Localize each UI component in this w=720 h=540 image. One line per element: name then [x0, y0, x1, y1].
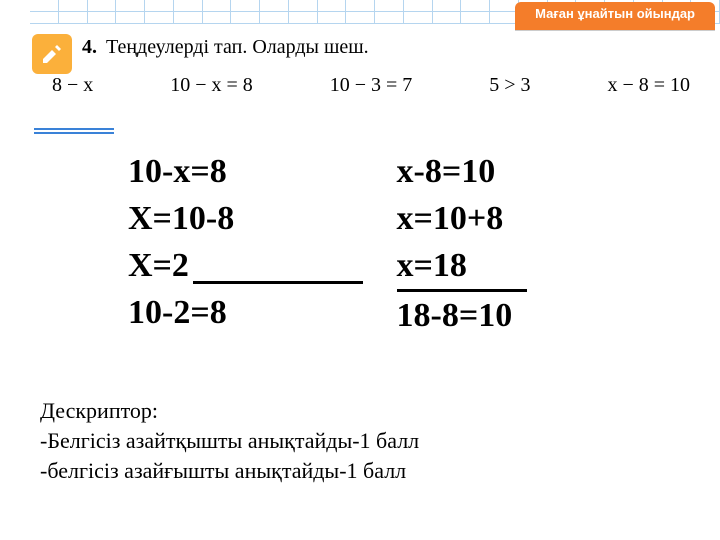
solution-col-2: х-8=10 х=10+8 х=18 18-8=10	[397, 148, 617, 339]
eq-line: 18-8=10	[397, 292, 617, 339]
descriptor-block: Дескриптор: -Белгісіз азайтқышты анықтай…	[40, 396, 419, 486]
eq-text: х=18	[397, 242, 527, 292]
task-expressions: 8 − x 10 − x = 8 10 − 3 = 7 5 > 3 x − 8 …	[52, 74, 690, 97]
expr-5: x − 8 = 10	[607, 74, 690, 97]
task-title: Теңдеулерді тап. Оларды шеш.	[106, 36, 369, 58]
blue-rule	[34, 128, 114, 130]
eq-line: 10-2=8	[128, 289, 388, 336]
pencil-icon	[40, 42, 64, 66]
eq-line: х=10+8	[397, 195, 617, 242]
expr-4: 5 > 3	[489, 74, 530, 97]
blue-rule	[34, 132, 114, 134]
eq-line: 10-х=8	[128, 148, 388, 195]
expr-2: 10 − x = 8	[170, 74, 253, 97]
task-icon	[32, 34, 72, 74]
descriptor-title: Дескриптор:	[40, 396, 419, 426]
underline-rule	[193, 246, 363, 284]
solution-col-1: 10-х=8 Х=10-8 Х=2 10-2=8	[128, 148, 388, 336]
eq-line-underlined: х=18	[397, 242, 617, 292]
descriptor-line: -Белгісіз азайтқышты анықтайды-1 балл	[40, 426, 419, 456]
eq-line-underlined: Х=2	[128, 242, 388, 289]
eq-line: Х=10-8	[128, 195, 388, 242]
worked-solution: 10-х=8 Х=10-8 Х=2 10-2=8 х-8=10 х=10+8 х…	[128, 148, 617, 339]
task-number: 4.	[82, 36, 97, 58]
page: Маған ұнайтын ойындар 4. Теңдеулерді тап…	[0, 0, 720, 540]
eq-text: Х=2	[128, 242, 189, 289]
descriptor-line: -белгісіз азайғышты анықтайды-1 балл	[40, 456, 419, 486]
expr-1: 8 − x	[52, 74, 93, 97]
eq-line: х-8=10	[397, 148, 617, 195]
task-heading: 4. Теңдеулерді тап. Оларды шеш.	[82, 36, 369, 59]
expr-3: 10 − 3 = 7	[330, 74, 413, 97]
games-tab: Маған ұнайтын ойындар	[515, 2, 715, 30]
